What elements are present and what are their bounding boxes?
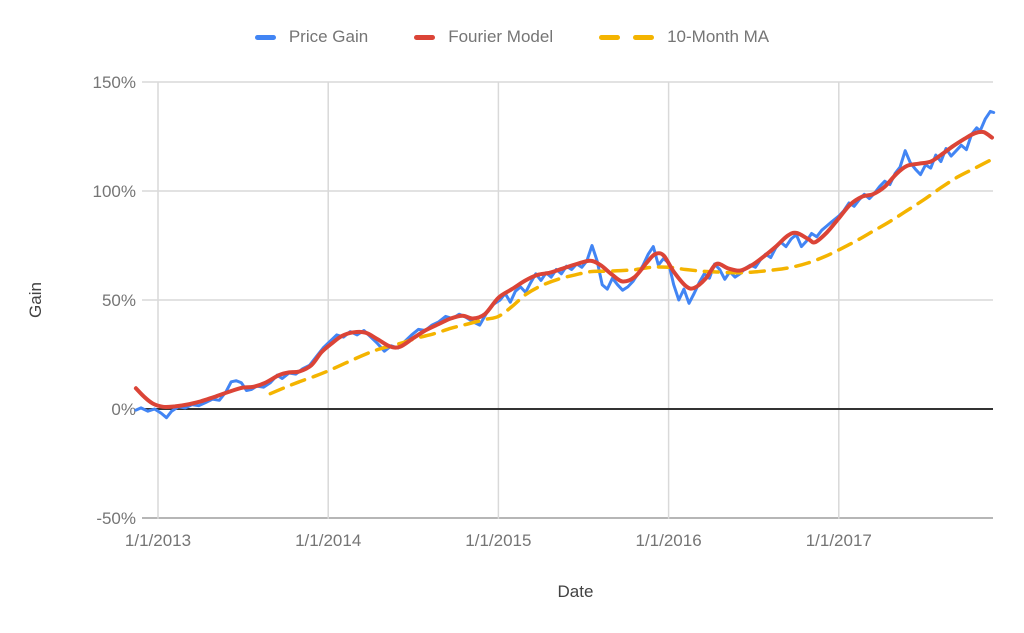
y-tick-label: 150%	[93, 73, 136, 92]
x-tick-label: 1/1/2017	[806, 531, 872, 550]
ma-swatch-dash-2	[633, 34, 655, 40]
y-tick-label: -50%	[96, 509, 136, 528]
legend-item-price-gain[interactable]: Price Gain	[254, 24, 369, 50]
x-tick-label: 1/1/2015	[465, 531, 531, 550]
x-tick-label: 1/1/2016	[636, 531, 702, 550]
y-axis-title: Gain	[26, 282, 45, 318]
legend: Price Gain Fourier Model 10-Month MA	[0, 24, 1024, 50]
price-gain-swatch	[254, 34, 276, 40]
legend-item-fourier-model[interactable]: Fourier Model	[414, 24, 553, 50]
x-axis-title: Date	[557, 582, 594, 601]
legend-label-10-month-ma: 10-Month MA	[667, 27, 770, 46]
legend-item-10-month-ma[interactable]: 10-Month MA	[599, 24, 769, 50]
series-line-10-month-ma	[268, 157, 994, 396]
y-tick-label: 50%	[102, 291, 136, 310]
fourier-model-swatch	[414, 34, 436, 40]
y-tick-label: 100%	[93, 182, 136, 201]
series-line-fourier-model	[133, 129, 994, 409]
series-line-price-gain	[134, 109, 996, 420]
y-tick-label: 0%	[111, 400, 136, 419]
legend-label-fourier-model: Fourier Model	[448, 27, 554, 46]
legend-label-price-gain: Price Gain	[288, 27, 369, 46]
x-tick-label: 1/1/2013	[125, 531, 191, 550]
x-tick-label: 1/1/2014	[295, 531, 361, 550]
ma-swatch-dash-1	[599, 34, 621, 40]
